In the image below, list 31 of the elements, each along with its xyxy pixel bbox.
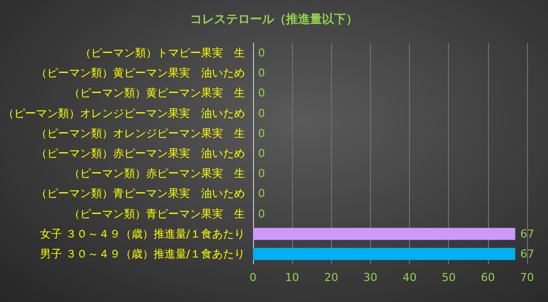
data-label: 0 bbox=[258, 86, 265, 100]
x-tick-label: 70 bbox=[520, 271, 534, 284]
x-tick-label: 10 bbox=[285, 271, 300, 284]
y-tick-label: （ピーマン類）オレンジピーマン果実 油いため bbox=[3, 106, 245, 120]
y-tick-label: （ピーマン類）トマピー果実 生 bbox=[80, 46, 245, 60]
chart-title: コレステロール（推進量以下） bbox=[190, 12, 358, 26]
data-label: 0 bbox=[258, 66, 265, 80]
x-tick-label: 30 bbox=[363, 271, 378, 284]
y-tick-label: 男子 ３０～４９（歳）推進量/１食あたり bbox=[40, 247, 245, 260]
data-label: 67 bbox=[520, 227, 534, 240]
y-tick-label: （ピーマン類）赤ピーマン果実 生 bbox=[69, 167, 245, 180]
data-label: 0 bbox=[258, 46, 265, 60]
data-label: 0 bbox=[258, 106, 265, 120]
y-tick-label: （ピーマン類）黄ピーマン果実 油いため bbox=[36, 66, 245, 80]
data-label: 0 bbox=[258, 126, 265, 140]
data-label: 0 bbox=[258, 187, 265, 200]
y-tick-label: （ピーマン類）黄ピーマン果実 生 bbox=[69, 86, 245, 100]
data-label: 67 bbox=[520, 247, 534, 260]
y-tick-label: 女子 ３０～４９（歳）推進量/１食あたり bbox=[40, 227, 245, 240]
data-label: 0 bbox=[258, 147, 265, 160]
x-tick-label: 0 bbox=[250, 271, 256, 284]
y-tick-label: （ピーマン類）オレンジピーマン果実 生 bbox=[36, 126, 245, 140]
x-tick-label: 60 bbox=[480, 271, 495, 284]
x-tick-label: 40 bbox=[402, 271, 417, 284]
data-label: 0 bbox=[258, 207, 265, 220]
x-tick-label: 50 bbox=[442, 271, 456, 284]
y-tick-label: （ピーマン類）青ピーマン果実 油いため bbox=[36, 187, 245, 200]
data-label: 0 bbox=[258, 167, 265, 180]
y-tick-label: （ピーマン類）青ピーマン果実 生 bbox=[69, 207, 245, 220]
x-tick-label: 20 bbox=[324, 271, 338, 284]
y-tick-label: （ピーマン類）赤ピーマン果実 油いため bbox=[36, 147, 245, 160]
